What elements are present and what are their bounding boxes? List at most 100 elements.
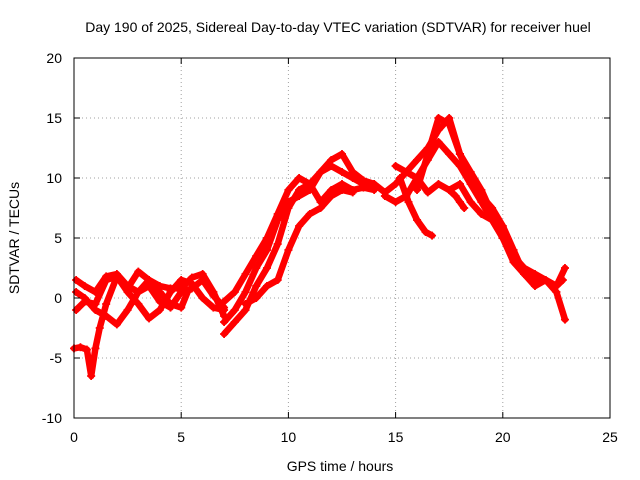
data-point — [220, 306, 229, 314]
data-point — [348, 168, 357, 176]
data-point — [155, 306, 164, 314]
data-point — [262, 264, 271, 272]
grid-lines — [74, 58, 610, 418]
data-point — [76, 343, 85, 352]
data-point — [404, 198, 413, 206]
x-tick-label: 10 — [281, 429, 297, 445]
data-point — [91, 344, 100, 353]
data-point — [560, 264, 569, 272]
data-point — [498, 222, 507, 230]
data-point — [520, 270, 529, 278]
data-point — [380, 192, 389, 200]
data-point — [95, 324, 104, 332]
chart-title: Day 190 of 2025, Sidereal Day-to-day VTE… — [85, 19, 591, 35]
x-tick-label: 20 — [495, 429, 511, 445]
y-tick-label: 5 — [54, 230, 62, 246]
data-point — [220, 330, 229, 338]
data-point — [434, 114, 443, 122]
series-satellite-arc-8 — [241, 186, 357, 308]
data-point — [241, 270, 250, 278]
data-point — [359, 183, 368, 192]
data-point — [241, 288, 250, 296]
data-point — [134, 300, 143, 308]
data-point — [145, 314, 154, 323]
data-point — [305, 180, 314, 188]
data-point — [359, 176, 368, 185]
data-point — [187, 279, 196, 288]
data-point — [209, 291, 218, 300]
data-point — [252, 252, 261, 260]
data-point — [252, 282, 261, 290]
data-point — [284, 204, 293, 212]
data-point — [230, 306, 239, 314]
data-point — [560, 315, 569, 324]
data-point — [284, 246, 293, 254]
data-point — [80, 282, 89, 290]
data-point — [413, 216, 422, 224]
series-trace — [220, 180, 378, 338]
series-trace — [445, 186, 468, 212]
data-point — [166, 300, 175, 308]
data-point — [488, 204, 497, 212]
data-point — [72, 288, 81, 296]
data-point — [477, 210, 486, 218]
data-point — [455, 180, 464, 188]
data-point — [316, 204, 325, 212]
data-point — [445, 150, 454, 158]
data-point — [112, 272, 121, 281]
data-point — [445, 120, 454, 128]
data-point — [402, 168, 411, 176]
data-point — [72, 276, 81, 284]
y-tick-label: 20 — [46, 50, 62, 66]
series-satellite-arc-4 — [70, 267, 192, 380]
data-point — [413, 156, 422, 164]
data-point — [509, 246, 518, 254]
data-point — [530, 282, 539, 290]
data-point — [284, 186, 293, 194]
data-point — [541, 276, 550, 284]
data-point — [455, 150, 464, 158]
x-tick-label: 5 — [177, 429, 185, 445]
data-point — [134, 267, 143, 276]
data-point — [155, 288, 164, 296]
data-point — [295, 186, 304, 194]
series-satellite-arc-14 — [445, 186, 469, 212]
data-point — [134, 288, 143, 296]
data-point — [123, 284, 132, 293]
data-point — [241, 300, 250, 308]
y-tick-labels: -10 -5 0 5 10 15 20 — [42, 50, 62, 426]
data-point — [395, 174, 404, 182]
data-point — [530, 270, 539, 278]
data-point — [183, 288, 192, 296]
data-point — [338, 150, 346, 158]
data-point — [434, 138, 443, 146]
data-point — [338, 186, 346, 194]
x-tick-label: 0 — [70, 429, 78, 445]
x-tick-label: 25 — [602, 429, 618, 445]
x-tick-labels: 0 5 10 15 20 25 — [70, 429, 618, 445]
y-tick-label: 10 — [46, 170, 62, 186]
data-point — [552, 282, 561, 290]
data-point — [102, 276, 111, 284]
data-point — [455, 198, 464, 206]
data-point — [145, 276, 154, 284]
x-axis-label: GPS time / hours — [287, 458, 394, 474]
y-tick-label: 0 — [54, 290, 62, 306]
data-point — [262, 246, 271, 254]
data-point — [316, 168, 325, 176]
data-point — [198, 276, 207, 284]
data-point — [488, 216, 497, 224]
y-tick-label: -5 — [50, 350, 63, 366]
data-point — [295, 222, 304, 230]
data-point — [295, 174, 304, 182]
y-axis-label: SDTVAR / TECUs — [6, 182, 22, 294]
data-point — [451, 192, 460, 200]
data-series — [70, 114, 569, 380]
data-point — [80, 297, 89, 306]
data-point — [166, 288, 175, 296]
data-point — [348, 188, 357, 197]
data-point — [466, 198, 475, 206]
data-point — [177, 276, 186, 284]
data-point — [273, 216, 282, 224]
data-point — [220, 318, 229, 326]
